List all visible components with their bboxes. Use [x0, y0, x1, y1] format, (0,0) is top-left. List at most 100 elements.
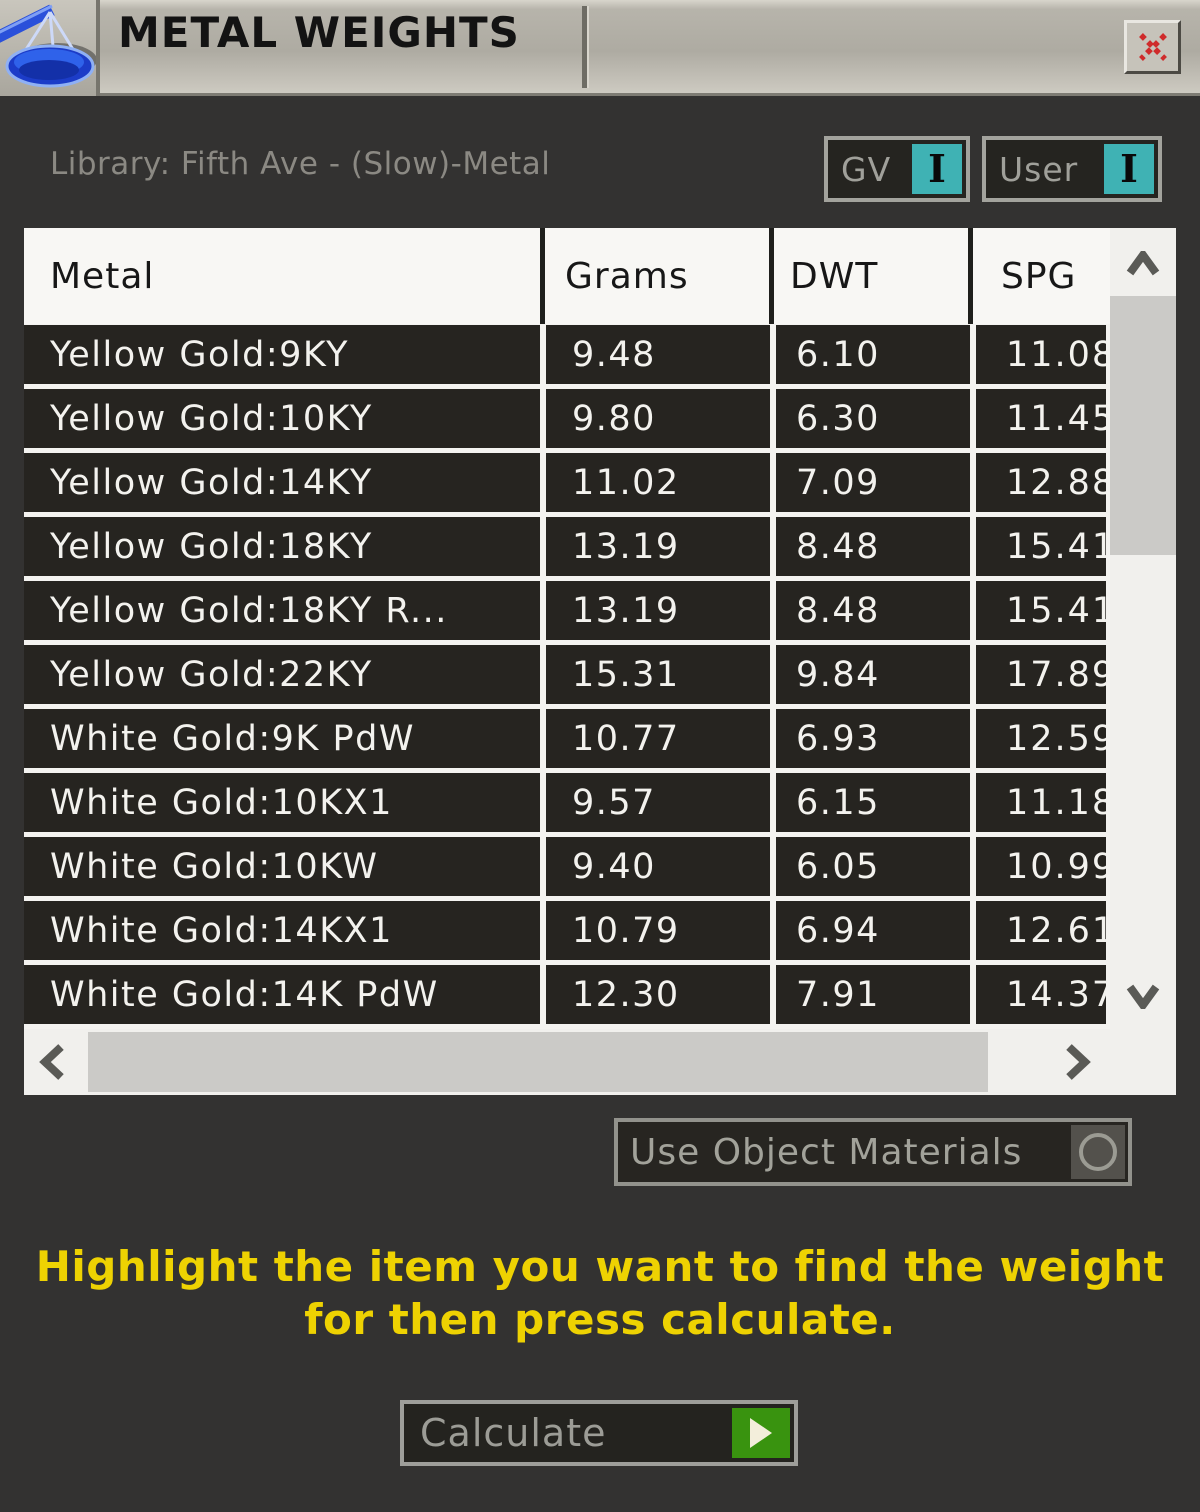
- cell-metal: Yellow Gold:14KY: [24, 453, 540, 512]
- cell-dwt: 6.93: [776, 709, 970, 768]
- title-bar: METAL WEIGHTS: [0, 0, 1200, 96]
- table-row[interactable]: Yellow Gold:22KY 15.31 9.84 17.89: [24, 645, 1106, 704]
- horizontal-scroll-thumb[interactable]: [88, 1032, 988, 1092]
- table-grid: Metal Grams DWT SPG Yellow Gold:9KY 9.48…: [24, 228, 1110, 1029]
- cell-metal: White Gold:14K PdW: [24, 965, 540, 1024]
- use-object-materials-label: Use Object Materials: [630, 1131, 1023, 1173]
- toggle-gv-label: GV: [841, 149, 892, 189]
- cell-spg: 12.61: [976, 901, 1106, 960]
- cell-spg: 17.89: [976, 645, 1106, 704]
- use-object-materials-radio[interactable]: [1071, 1125, 1125, 1179]
- close-button[interactable]: [1124, 20, 1181, 74]
- toggle-user-label: User: [999, 149, 1079, 189]
- chevron-left-icon: [39, 1044, 64, 1080]
- column-header-grams: Grams: [545, 228, 769, 324]
- column-header-spg: SPG: [973, 228, 1110, 324]
- calculate-button[interactable]: Calculate: [400, 1400, 798, 1466]
- cell-dwt: 7.91: [776, 965, 970, 1024]
- cell-grams: 9.57: [546, 773, 770, 832]
- table-row[interactable]: White Gold:14KX1 10.79 6.94 12.61: [24, 901, 1106, 960]
- cell-dwt: 7.09: [776, 453, 970, 512]
- cell-metal: White Gold:14KX1: [24, 901, 540, 960]
- calculate-go-box: [732, 1408, 790, 1458]
- play-triangle-icon: [750, 1418, 772, 1448]
- balance-scale-icon: [0, 4, 96, 88]
- table-header-row: Metal Grams DWT SPG: [24, 228, 1110, 324]
- cell-grams: 12.30: [546, 965, 770, 1024]
- cell-spg: 12.88: [976, 453, 1106, 512]
- cell-dwt: 6.05: [776, 837, 970, 896]
- cell-grams: 11.02: [546, 453, 770, 512]
- table-row[interactable]: Yellow Gold:18KY R... 13.19 8.48 15.41: [24, 581, 1106, 640]
- table-row[interactable]: Yellow Gold:18KY 13.19 8.48 15.41: [24, 517, 1106, 576]
- cell-metal: Yellow Gold:22KY: [24, 645, 540, 704]
- cell-dwt: 6.94: [776, 901, 970, 960]
- app-icon: [0, 0, 100, 96]
- cell-dwt: 6.10: [776, 325, 970, 384]
- use-object-materials-control: Use Object Materials: [614, 1118, 1132, 1186]
- cell-spg: 15.41: [976, 517, 1106, 576]
- cell-metal: Yellow Gold:9KY: [24, 325, 540, 384]
- cell-metal: Yellow Gold:18KY R...: [24, 581, 540, 640]
- table-row[interactable]: White Gold:10KW 9.40 6.05 10.99: [24, 837, 1106, 896]
- column-header-dwt: DWT: [774, 228, 968, 324]
- cell-spg: 11.08: [976, 325, 1106, 384]
- toggle-gv-state: I: [928, 146, 946, 191]
- toggle-gv[interactable]: GV I: [824, 136, 970, 202]
- cell-grams: 9.80: [546, 389, 770, 448]
- table-body: Yellow Gold:9KY 9.48 6.10 11.08 Yellow G…: [24, 324, 1110, 1029]
- table-row[interactable]: White Gold:9K PdW 10.77 6.93 12.59: [24, 709, 1106, 768]
- window-title: METAL WEIGHTS: [118, 8, 520, 57]
- cell-grams: 15.31: [546, 645, 770, 704]
- cell-grams: 9.40: [546, 837, 770, 896]
- table-row[interactable]: Yellow Gold:14KY 11.02 7.09 12.88: [24, 453, 1106, 512]
- scroll-down-button[interactable]: [1110, 978, 1176, 1014]
- horizontal-scrollbar[interactable]: [24, 1029, 1176, 1095]
- instruction-line-2: for then press calculate.: [304, 1295, 896, 1344]
- cell-grams: 10.77: [546, 709, 770, 768]
- close-icon: [1138, 33, 1167, 61]
- instruction-text: Highlight the item you want to find the …: [0, 1240, 1200, 1346]
- scroll-up-button[interactable]: [1110, 246, 1176, 282]
- column-header-metal: Metal: [24, 228, 540, 324]
- cell-metal: White Gold:10KW: [24, 837, 540, 896]
- header-separator: [769, 228, 774, 324]
- titlebar-divider: [582, 6, 589, 88]
- cell-metal: Yellow Gold:18KY: [24, 517, 540, 576]
- toggle-gv-switch[interactable]: I: [912, 144, 962, 194]
- cell-dwt: 9.84: [776, 645, 970, 704]
- chevron-right-icon: [1066, 1044, 1091, 1080]
- chevron-down-icon: [1126, 984, 1160, 1009]
- table-row[interactable]: White Gold:10KX1 9.57 6.15 11.18: [24, 773, 1106, 832]
- cell-grams: 9.48: [546, 325, 770, 384]
- calculate-label: Calculate: [420, 1411, 607, 1455]
- cell-metal: White Gold:10KX1: [24, 773, 540, 832]
- library-label: Library: Fifth Ave - (Slow)-Metal: [50, 146, 551, 182]
- table-row[interactable]: Yellow Gold:9KY 9.48 6.10 11.08: [24, 325, 1106, 384]
- cell-grams: 10.79: [546, 901, 770, 960]
- toggle-user-switch[interactable]: I: [1104, 144, 1154, 194]
- vertical-scroll-thumb[interactable]: [1110, 296, 1176, 555]
- radio-circle-icon: [1079, 1133, 1117, 1171]
- cell-grams: 13.19: [546, 581, 770, 640]
- scroll-right-button[interactable]: [1060, 1043, 1096, 1081]
- cell-grams: 13.19: [546, 517, 770, 576]
- toggle-user[interactable]: User I: [982, 136, 1162, 202]
- cell-spg: 12.59: [976, 709, 1106, 768]
- cell-dwt: 6.15: [776, 773, 970, 832]
- scroll-left-button[interactable]: [34, 1043, 70, 1081]
- cell-dwt: 6.30: [776, 389, 970, 448]
- header-separator: [968, 228, 973, 324]
- vertical-scrollbar[interactable]: [1110, 228, 1176, 1029]
- cell-spg: 10.99: [976, 837, 1106, 896]
- metal-weights-table: Metal Grams DWT SPG Yellow Gold:9KY 9.48…: [24, 228, 1176, 1095]
- cell-dwt: 8.48: [776, 517, 970, 576]
- instruction-line-1: Highlight the item you want to find the …: [35, 1242, 1165, 1291]
- toggle-user-state: I: [1120, 146, 1138, 191]
- table-row[interactable]: Yellow Gold:10KY 9.80 6.30 11.45: [24, 389, 1106, 448]
- table-row[interactable]: White Gold:14K PdW 12.30 7.91 14.37: [24, 965, 1106, 1024]
- cell-spg: 14.37: [976, 965, 1106, 1024]
- cell-spg: 11.18: [976, 773, 1106, 832]
- cell-metal: White Gold:9K PdW: [24, 709, 540, 768]
- header-separator: [540, 228, 545, 324]
